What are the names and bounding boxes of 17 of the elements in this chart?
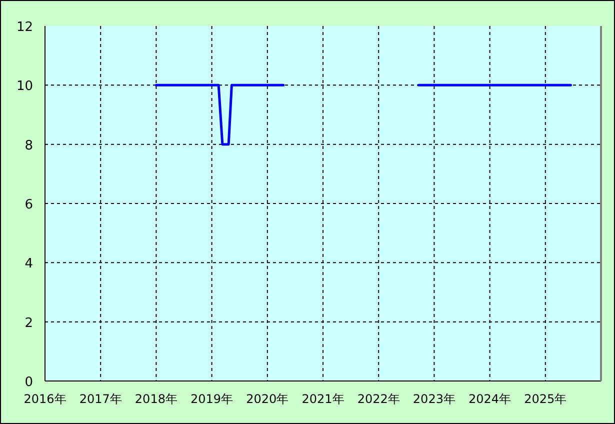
y-tick-label: 6 (24, 198, 33, 212)
x-tick-label: 2025年 (524, 392, 567, 406)
y-tick-label: 10 (16, 79, 33, 94)
y-tick-label: 2 (24, 316, 33, 331)
x-tick-label: 2017年 (79, 392, 122, 406)
x-tick-label: 2024年 (468, 392, 512, 406)
y-tick-label: 0 (24, 375, 33, 390)
x-tick-label: 2019年 (190, 392, 234, 406)
y-tick-label: 4 (24, 256, 33, 272)
x-tick-label: 2018年 (134, 392, 178, 406)
x-tick-label: 2020年 (246, 392, 289, 406)
x-tick-label: 2016年 (24, 392, 66, 406)
y-tick-label: 12 (16, 20, 33, 35)
x-tick-label: 2023年 (412, 392, 456, 406)
x-tick-label: 2021年 (302, 392, 344, 406)
x-tick-label: 2022年 (357, 392, 400, 406)
y-tick-label: 8 (24, 138, 33, 154)
